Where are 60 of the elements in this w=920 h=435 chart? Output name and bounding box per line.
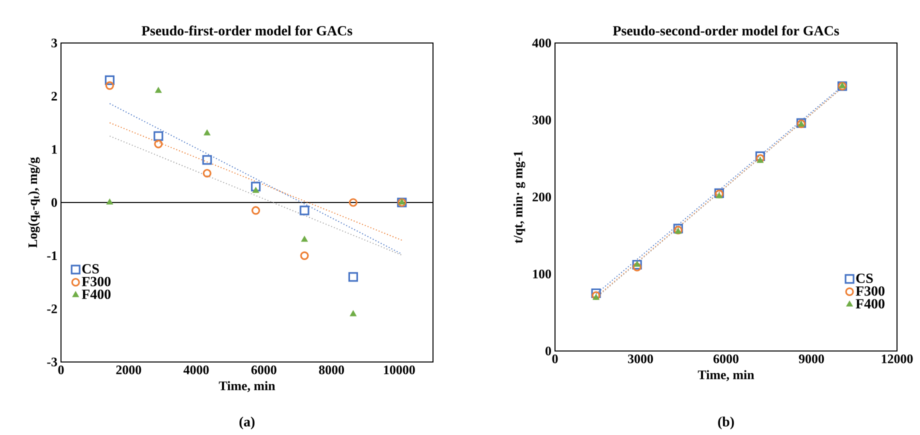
text: (b) [718,416,734,430]
y-tick-label: -3 [47,358,58,366]
legend-label: F300 [856,286,884,296]
point [675,228,682,234]
legend-label: F400 [856,299,884,309]
y-tick-label: 2 [52,92,57,100]
x-tick-label: 6000 [251,366,276,374]
x-tick-label: 6000 [713,354,738,364]
x-axis-title: Time, min [698,370,754,382]
text: (a) [239,416,255,430]
y-tick-label: 200 [532,192,551,202]
y-tick-label: 100 [533,270,551,278]
point [592,291,600,300]
x-tick-label: 10000 [384,366,415,374]
y-tick-label: 1 [52,145,57,154]
x-tick-label: 0 [552,354,558,364]
point [634,261,640,267]
y-tick-label: 400 [532,38,551,48]
chart-title: Pseudo-first-order model for GACs [142,26,352,36]
x-tick-label: 3000 [628,354,653,364]
point [202,168,212,178]
y-tick-label: -1 [47,251,57,260]
chart-title: Pseudo-second-order model for GACs [612,26,839,36]
y-tick-label: 3 [51,38,58,48]
point [348,272,358,282]
point [302,236,308,242]
y-axis-title: Log(q$_{e}$-q$_{t}$), mg/g [28,157,40,248]
point [105,81,114,90]
x-tick-label: 0 [58,366,64,374]
x-tick-label: 2000 [116,366,142,374]
point [756,154,765,163]
x-tick-label: 12000 [882,354,913,364]
point [348,198,358,207]
legend-label: F400 [82,290,111,300]
y-tick-label: -2 [47,304,57,314]
point [300,251,309,260]
point [154,131,164,141]
point [716,192,722,198]
x-tick-label: 9000 [798,354,824,364]
point [251,206,260,215]
point [202,155,212,165]
point [350,310,356,316]
x-axis-title: Time, min [218,381,276,392]
y-axis-title: t/qt, min· g mg-1 [513,151,526,244]
point [300,206,310,216]
point [632,262,642,272]
point [250,182,261,192]
x-tick-label: 8000 [319,366,344,374]
y-tick-label: 0 [546,346,551,356]
y-tick-label: 0 [52,198,57,207]
point [104,75,114,86]
point [632,260,642,270]
legend-label: CS [82,264,99,274]
legend-label: F300 [82,276,111,286]
y-tick-label: 300 [532,116,551,124]
point [755,151,766,161]
point [591,288,601,298]
x-tick-label: 4000 [183,366,209,374]
legend-label: CS [856,274,873,283]
point [154,140,163,148]
